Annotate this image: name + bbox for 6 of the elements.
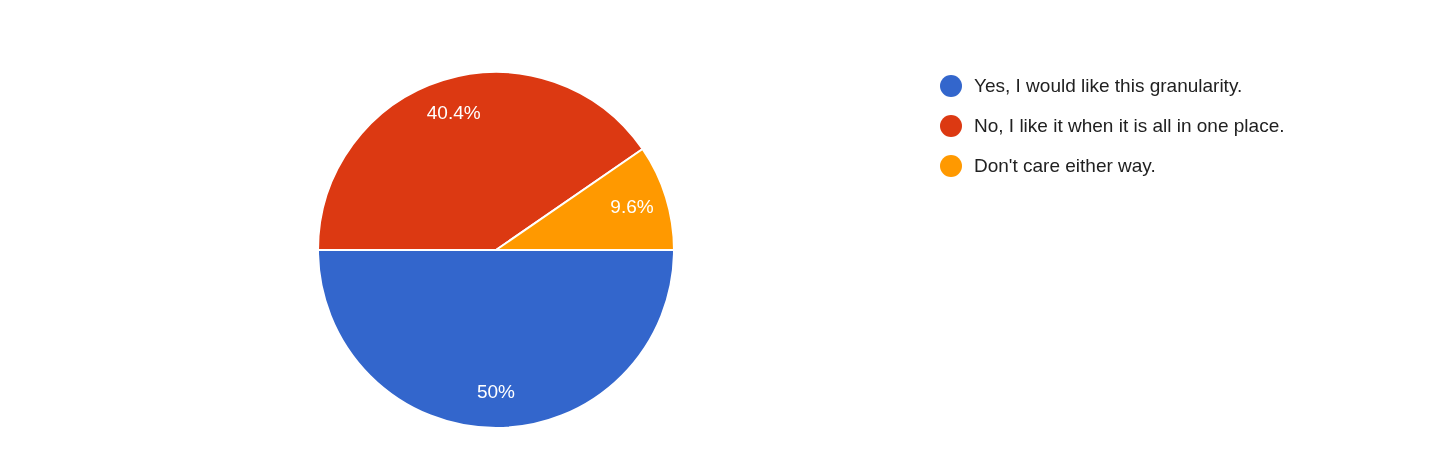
data-label: 9.6%	[610, 195, 654, 217]
legend-label: No, I like it when it is all in one place.	[974, 115, 1285, 137]
legend-label: Yes, I would like this granularity.	[974, 75, 1243, 97]
data-label: 50%	[476, 380, 516, 402]
data-label: 40.4%	[426, 102, 481, 124]
legend-label: Don't care either way.	[974, 155, 1156, 177]
